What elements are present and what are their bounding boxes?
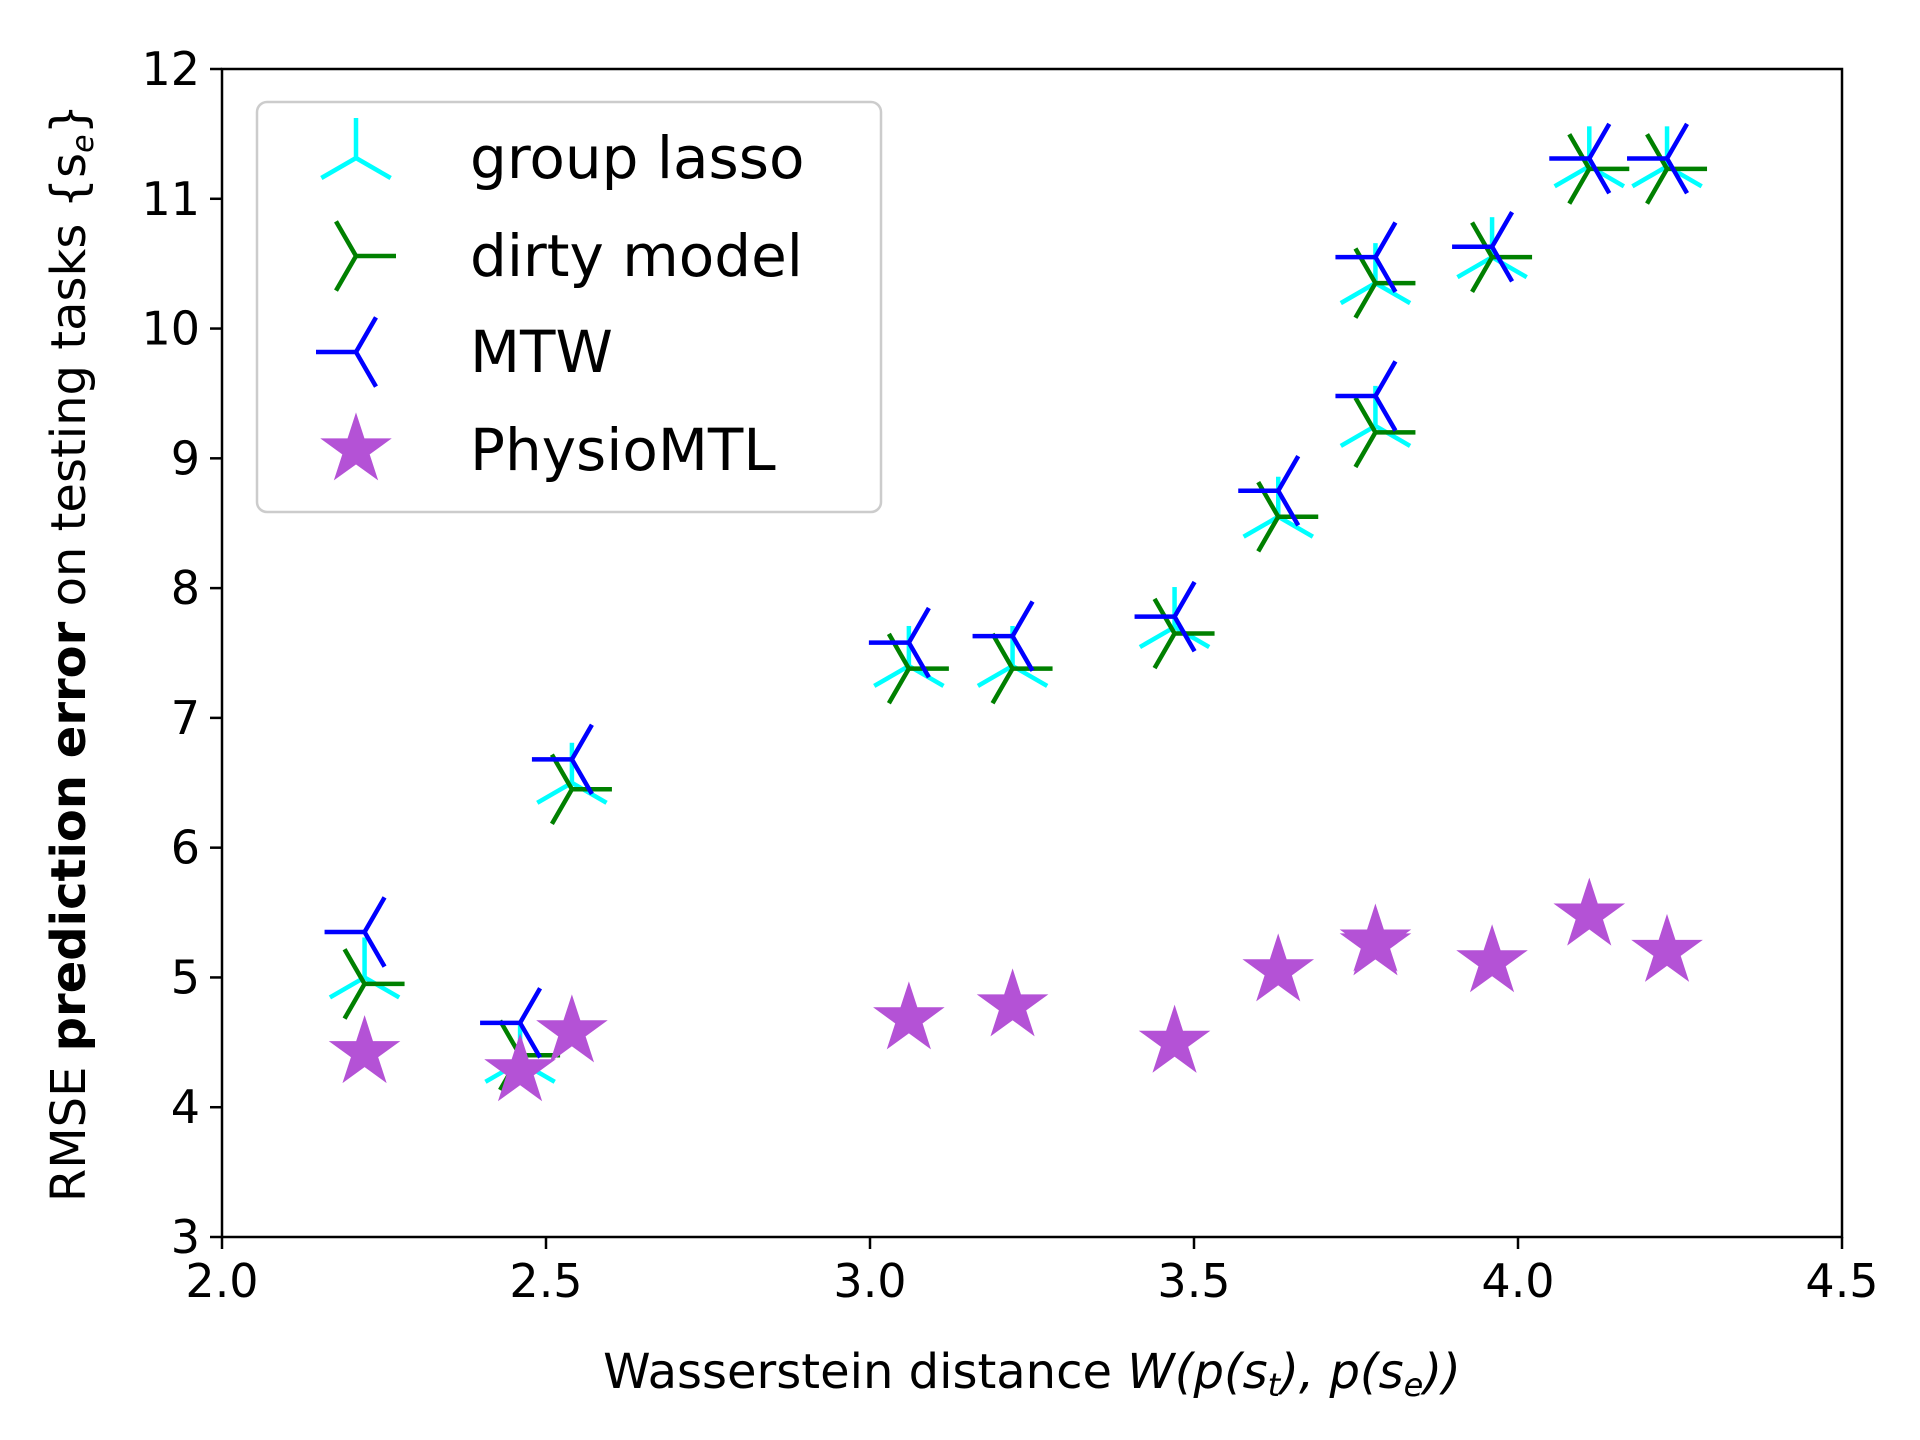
point-mtw (972, 600, 1035, 672)
point-physiomtl (328, 1015, 401, 1084)
x-axis-label: Wasserstein distance W(p(st), p(se)) (603, 1344, 1461, 1404)
point-group-lasso (873, 625, 945, 688)
x-axis-label-mid: ), p(s (1277, 1344, 1403, 1400)
legend-label-group-lasso: group lasso (470, 124, 804, 192)
x-tick-label: 4.0 (1481, 1254, 1554, 1308)
series-dirty-model (342, 133, 1708, 1092)
point-dirty-model (886, 632, 949, 705)
point-group-lasso (1242, 476, 1315, 539)
legend-box (255, 100, 883, 514)
y-tick-label: 7 (171, 691, 200, 745)
point-dirty-model (1256, 480, 1319, 553)
y-axis-label-bold: prediction error (41, 621, 97, 1051)
legend: group lasso dirty model MTW PhysioMTL (255, 100, 883, 514)
point-mtw (1335, 221, 1398, 293)
y-axis-label-pre: RMSE (41, 1051, 97, 1202)
y-axis-label-post: on testing tasks {s (41, 153, 97, 622)
legend-label-physiomtl: PhysioMTL (470, 416, 776, 484)
point-mtw (1452, 211, 1515, 283)
legend-marker-physiomtl (320, 412, 392, 481)
data-marks (324, 122, 1708, 1102)
point-physiomtl (1339, 907, 1412, 976)
point-mtw (1627, 122, 1689, 195)
point-mtw (480, 987, 543, 1059)
point-group-lasso (1339, 243, 1412, 306)
y-tick-label: 6 (171, 821, 200, 875)
x-axis-label-sub-t: t (1268, 1366, 1282, 1404)
x-axis-label-suffix: )) (1420, 1344, 1460, 1400)
point-mtw (1238, 455, 1301, 527)
point-physiomtl (536, 994, 608, 1063)
point-group-lasso (328, 937, 401, 1000)
point-mtw (868, 606, 931, 679)
y-tick-label: 5 (171, 950, 200, 1004)
point-physiomtl (1456, 924, 1528, 993)
y-tick-label: 8 (171, 561, 200, 615)
axes-frame (220, 67, 1844, 1239)
point-physiomtl (1631, 913, 1703, 982)
point-dirty-model (990, 632, 1053, 705)
point-physiomtl (976, 968, 1049, 1037)
legend-label-mtw: MTW (470, 318, 613, 386)
point-physiomtl (1138, 1004, 1211, 1073)
x-tick-label: 2.0 (185, 1254, 258, 1308)
x-axis-label-prefix: Wasserstein distance (603, 1344, 1127, 1400)
series-mtw (324, 122, 1689, 1059)
point-mtw (1549, 122, 1612, 195)
point-dirty-model (342, 948, 405, 1020)
point-dirty-model (1353, 396, 1416, 469)
point-physiomtl (1553, 877, 1626, 946)
x-axis-label-sub-e: e (1404, 1366, 1424, 1404)
point-mtw (1134, 580, 1197, 653)
axis-ticks: 2.0 2.5 3.0 3.5 4.0 4.5 3 4 5 6 7 8 9 10 11 12 (141, 42, 1878, 1308)
x-tick-label: 3.5 (1157, 1254, 1230, 1308)
legend-markers (316, 118, 396, 481)
y-tick-label: 3 (171, 1210, 200, 1264)
point-group-lasso (536, 742, 608, 805)
point-physiomtl (1242, 933, 1315, 1002)
y-tick-label: 4 (171, 1080, 200, 1134)
y-axis-label-sub: e (66, 134, 101, 152)
point-mtw (1335, 360, 1398, 432)
legend-marker-group-lasso (320, 118, 392, 180)
series-physiomtl (328, 877, 1703, 1102)
point-mtw (531, 723, 594, 796)
legend-marker-mtw (316, 316, 378, 388)
y-tick-label: 9 (171, 431, 200, 485)
point-physiomtl (873, 981, 945, 1050)
x-tick-label: 4.5 (1805, 1254, 1878, 1308)
point-physiomtl (484, 1033, 556, 1102)
legend-marker-dirty-model (334, 220, 396, 292)
point-mtw (324, 896, 387, 968)
y-axis-label-close: } (41, 104, 97, 135)
y-tick-label: 12 (141, 42, 200, 96)
y-tick-label: 11 (141, 172, 200, 226)
x-axis-label-math: W(p(s (1127, 1344, 1267, 1400)
x-tick-label: 3.0 (833, 1254, 906, 1308)
point-dirty-model (1353, 247, 1416, 319)
y-tick-label: 10 (141, 302, 200, 356)
y-axis-label: RMSE prediction error on testing tasks {… (41, 104, 101, 1202)
x-tick-label: 2.5 (509, 1254, 582, 1308)
legend-label-dirty-model: dirty model (470, 222, 803, 290)
